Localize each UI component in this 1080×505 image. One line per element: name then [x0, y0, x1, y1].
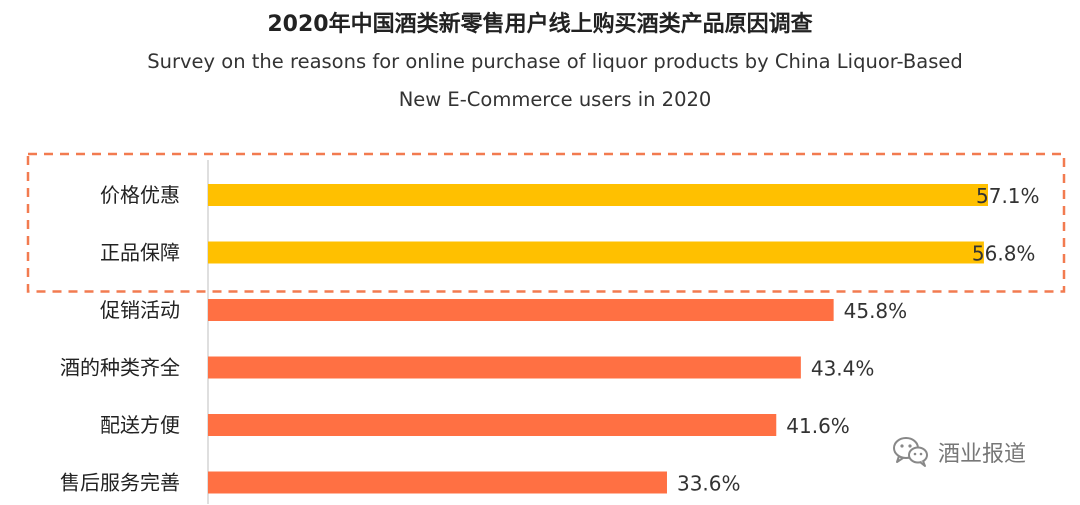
value-label-2: 45.8%: [844, 299, 908, 323]
value-label-1: 56.8%: [972, 242, 1036, 266]
bar-2: [208, 299, 834, 321]
highlight-box: [26, 152, 1066, 293]
chart-title: 2020年中国酒类新零售用户线上购买酒类产品原因调查: [267, 12, 813, 37]
bar-4: [208, 414, 777, 436]
bar-5: [208, 471, 667, 494]
chart-subtitle-line1: Survey on the reasons for online purchas…: [147, 50, 963, 73]
value-label-5: 33.6%: [677, 472, 741, 496]
category-label-5: 售后服务完善: [60, 471, 180, 495]
bar-3: [208, 356, 801, 379]
watermark: 酒业报道: [892, 436, 1026, 468]
bar-1: [208, 241, 984, 264]
watermark-text: 酒业报道: [938, 442, 1027, 467]
wechat-icon: [893, 437, 928, 467]
bar-0: [208, 184, 988, 206]
value-label-4: 41.6%: [786, 414, 850, 438]
value-label-0: 57.1%: [976, 184, 1040, 208]
category-label-3: 酒的种类齐全: [60, 356, 180, 380]
category-label-1: 正品保障: [100, 241, 180, 265]
chart-subtitle-line2: New E-Commerce users in 2020: [398, 88, 712, 111]
value-label-3: 43.4%: [811, 357, 875, 381]
category-label-2: 促销活动: [100, 298, 180, 322]
category-label-4: 配送方便: [100, 413, 180, 437]
category-label-0: 价格优惠: [100, 183, 180, 207]
